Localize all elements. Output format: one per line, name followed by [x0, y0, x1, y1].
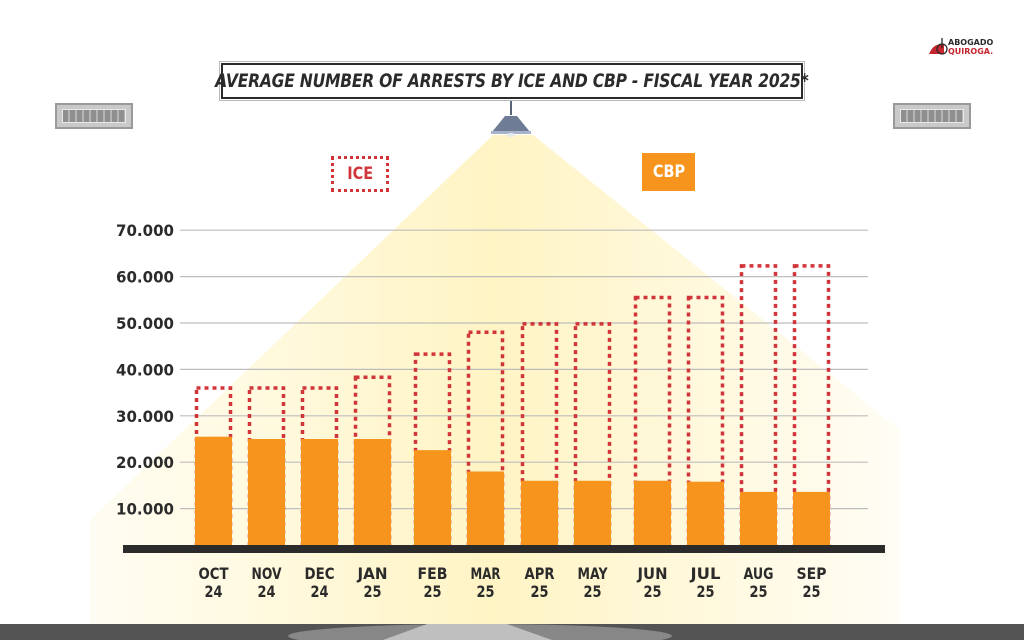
air-vent-left-icon [55, 103, 133, 129]
y-tick-label: 40.000 [116, 360, 174, 379]
x-tick-label-month: SEP [797, 564, 827, 583]
y-tick-label: 10.000 [116, 500, 174, 519]
x-tick-label-month: JUL [689, 564, 720, 583]
x-tick-label-year: 24 [258, 582, 276, 601]
y-tick-label: 30.000 [116, 407, 174, 426]
y-tick-label: 50.000 [116, 314, 174, 333]
logo-line2: QUIROGA. [948, 47, 994, 56]
x-tick-label-month: JAN [357, 564, 388, 583]
legend-label-ice: ICE [347, 164, 373, 184]
x-tick-label-year: 25 [477, 582, 495, 601]
chart-title: AVERAGE NUMBER OF ARRESTS BY ICE AND CBP… [215, 70, 809, 92]
legend-item-cbp: CBP [642, 153, 695, 191]
x-tick-label-year: 25 [364, 582, 382, 601]
ice-bar [466, 330, 505, 547]
x-tick-label-year: 24 [205, 582, 223, 601]
floor [0, 624, 1024, 640]
brand-logo: ABOGADO QUIROGA. [928, 36, 1018, 58]
cbp-bar [354, 439, 391, 545]
x-tick-label-month: NOV [252, 564, 282, 583]
x-tick-label-year: 24 [311, 582, 329, 601]
x-tick-label-year: 25 [644, 582, 662, 601]
x-tick-label-month: DEC [305, 564, 335, 583]
x-tick-label-year: 25 [424, 582, 442, 601]
cbp-bar [414, 450, 451, 545]
y-tick-label: 70.000 [116, 221, 174, 240]
cbp-bar [574, 480, 611, 545]
cbp-bar [740, 491, 777, 545]
cbp-bar [195, 436, 232, 545]
logo-line1: ABOGADO [948, 38, 994, 47]
cbp-bar [793, 491, 830, 545]
cbp-bar [521, 480, 558, 545]
cbp-bar [687, 481, 724, 545]
x-tick-label-year: 25 [697, 582, 715, 601]
x-tick-label-month: FEB [418, 564, 448, 583]
x-tick-label-year: 25 [584, 582, 602, 601]
x-tick-label-month: MAR [471, 564, 501, 583]
x-tick-label-month: OCT [199, 564, 229, 583]
legend-label-cbp: CBP [652, 162, 685, 182]
baseline-axis [123, 545, 885, 553]
legend-item-ice: ICE [331, 156, 389, 192]
x-tick-label-year: 25 [803, 582, 821, 601]
cbp-bar [301, 439, 338, 545]
cbp-bar [467, 471, 504, 545]
x-tick-label-month: APR [525, 564, 555, 583]
x-tick-label-year: 25 [531, 582, 549, 601]
air-vent-right-icon [893, 103, 971, 129]
y-tick-label: 20.000 [116, 453, 174, 472]
cbp-bar [248, 439, 285, 545]
ceiling-lamp-icon [491, 100, 531, 137]
x-tick-label-year: 25 [750, 582, 768, 601]
cbp-bar [634, 480, 671, 545]
y-tick-label: 60.000 [116, 268, 174, 287]
x-tick-label-month: MAY [578, 564, 608, 583]
x-tick-label-month: AUG [744, 564, 774, 583]
x-tick-label-month: JUN [637, 564, 668, 583]
chart-title-box: AVERAGE NUMBER OF ARRESTS BY ICE AND CBP… [215, 61, 809, 101]
logo-icon [929, 38, 948, 55]
